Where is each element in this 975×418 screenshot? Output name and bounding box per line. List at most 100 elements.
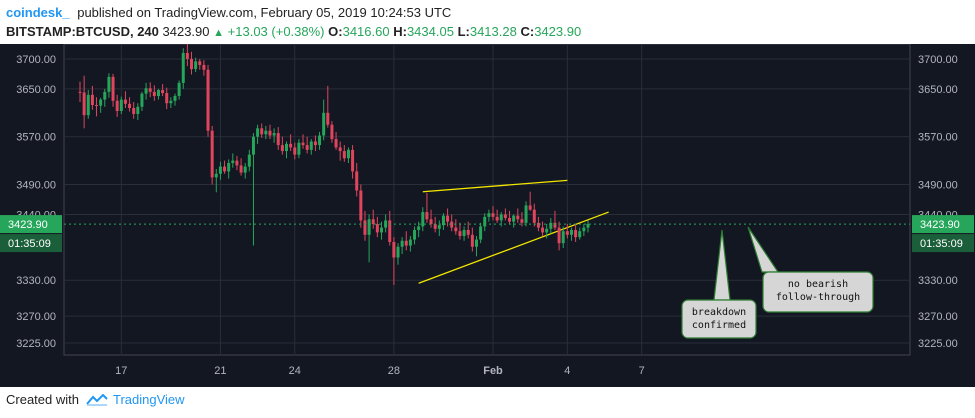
candle bbox=[367, 214, 371, 263]
candle bbox=[446, 208, 450, 227]
candle bbox=[408, 235, 412, 252]
candle bbox=[487, 209, 491, 222]
price-tag-left-value: 3423.90 bbox=[8, 219, 48, 231]
candle bbox=[483, 213, 487, 232]
y-tick-label-right: 3330.00 bbox=[918, 275, 958, 287]
candle bbox=[404, 231, 408, 251]
candle bbox=[499, 212, 503, 227]
candle bbox=[313, 135, 317, 152]
candle bbox=[214, 168, 218, 193]
candle bbox=[280, 136, 284, 155]
candle bbox=[491, 206, 495, 221]
candles bbox=[78, 44, 590, 286]
candle bbox=[545, 224, 549, 239]
price-tag-right-value: 3423.90 bbox=[920, 219, 960, 231]
annotation-text: breakdown bbox=[692, 307, 746, 318]
candle bbox=[190, 51, 194, 75]
price-tag-left-countdown: 01:35:09 bbox=[8, 238, 51, 250]
candle bbox=[351, 145, 355, 179]
time-axis[interactable]: 17 21 24 28 Feb 4 7 bbox=[115, 365, 645, 377]
candle bbox=[218, 161, 222, 180]
candle bbox=[508, 210, 512, 225]
plot-frame bbox=[63, 44, 911, 356]
x-tick-label: Feb bbox=[483, 365, 503, 377]
candle bbox=[421, 207, 425, 232]
candle bbox=[334, 131, 338, 150]
candle bbox=[305, 136, 309, 154]
candlestick-chart[interactable]: 3700.00 3700.00 3650.00 3650.00 3570.00 3570.… bbox=[0, 44, 975, 387]
price-tag-right bbox=[912, 215, 974, 234]
candle bbox=[264, 125, 268, 140]
price-tag-right-countdown: 01:35:09 bbox=[920, 238, 963, 250]
candle bbox=[557, 221, 561, 251]
publish-info: coindesk_ published on TradingView.com, … bbox=[6, 5, 451, 20]
candle bbox=[375, 216, 379, 238]
candle bbox=[202, 60, 206, 76]
candle bbox=[322, 99, 326, 141]
candle bbox=[227, 159, 231, 179]
candle bbox=[268, 124, 272, 140]
x-tick-label: 7 bbox=[639, 365, 645, 377]
candle bbox=[392, 237, 396, 286]
candle bbox=[301, 134, 305, 149]
tradingview-logo-icon bbox=[85, 393, 108, 406]
candle bbox=[520, 212, 524, 227]
candle bbox=[342, 145, 346, 162]
price-axis[interactable]: 3700.00 3700.00 3650.00 3650.00 3570.00 3570.… bbox=[16, 54, 958, 350]
candle bbox=[165, 87, 169, 110]
candle bbox=[132, 102, 136, 119]
candle bbox=[413, 226, 417, 245]
candle bbox=[574, 224, 578, 242]
candle bbox=[144, 82, 148, 100]
low-label: L: bbox=[457, 24, 470, 39]
candle bbox=[128, 97, 132, 112]
y-tick-label-right: 3570.00 bbox=[918, 132, 958, 144]
candle bbox=[470, 227, 474, 252]
candle bbox=[582, 224, 586, 236]
candle bbox=[441, 213, 445, 231]
candle bbox=[272, 128, 276, 143]
candle bbox=[123, 91, 127, 108]
high-label: H: bbox=[393, 24, 407, 39]
x-tick-label: 21 bbox=[214, 365, 226, 377]
up-arrow-icon: ▲ bbox=[213, 27, 225, 39]
candle bbox=[289, 134, 293, 152]
price-tag-left bbox=[0, 215, 62, 234]
y-tick-label-right: 3270.00 bbox=[918, 311, 958, 323]
candle bbox=[396, 243, 400, 265]
publisher-name[interactable]: coindesk_ bbox=[6, 5, 70, 20]
candle bbox=[206, 64, 210, 137]
candle bbox=[223, 160, 227, 174]
candle bbox=[198, 58, 202, 70]
candle bbox=[371, 209, 375, 229]
candle bbox=[565, 224, 569, 239]
candle bbox=[140, 91, 144, 111]
created-with-text: Created with bbox=[6, 392, 79, 407]
y-tick-label-right: 3700.00 bbox=[918, 54, 958, 66]
y-tick-label-left: 3700.00 bbox=[16, 54, 56, 66]
grid-lines bbox=[63, 44, 911, 356]
high-value: 3434.05 bbox=[406, 24, 454, 39]
candle bbox=[86, 90, 90, 119]
candle bbox=[169, 97, 173, 108]
y-tick-label-right: 3225.00 bbox=[918, 338, 958, 350]
candle bbox=[173, 93, 177, 106]
candle bbox=[309, 139, 313, 155]
candle bbox=[90, 85, 94, 110]
candle bbox=[99, 97, 103, 113]
candle bbox=[425, 192, 429, 223]
candle bbox=[185, 44, 189, 67]
candle bbox=[235, 155, 239, 171]
candle bbox=[136, 103, 140, 120]
annotation-callout: breakdown confirmed bbox=[681, 229, 757, 339]
candle bbox=[479, 222, 483, 244]
price-tags: 3423.90 01:35:09 3423.90 01:35:09 bbox=[0, 215, 974, 253]
candle bbox=[231, 153, 235, 168]
candle bbox=[318, 131, 322, 150]
candle bbox=[247, 149, 251, 172]
open-value: 3416.60 bbox=[342, 24, 390, 39]
tradingview-brand[interactable]: TradingView bbox=[113, 392, 185, 407]
y-tick-label-left: 3270.00 bbox=[16, 311, 56, 323]
candle bbox=[450, 214, 454, 232]
y-tick-label-left: 3225.00 bbox=[16, 338, 56, 350]
